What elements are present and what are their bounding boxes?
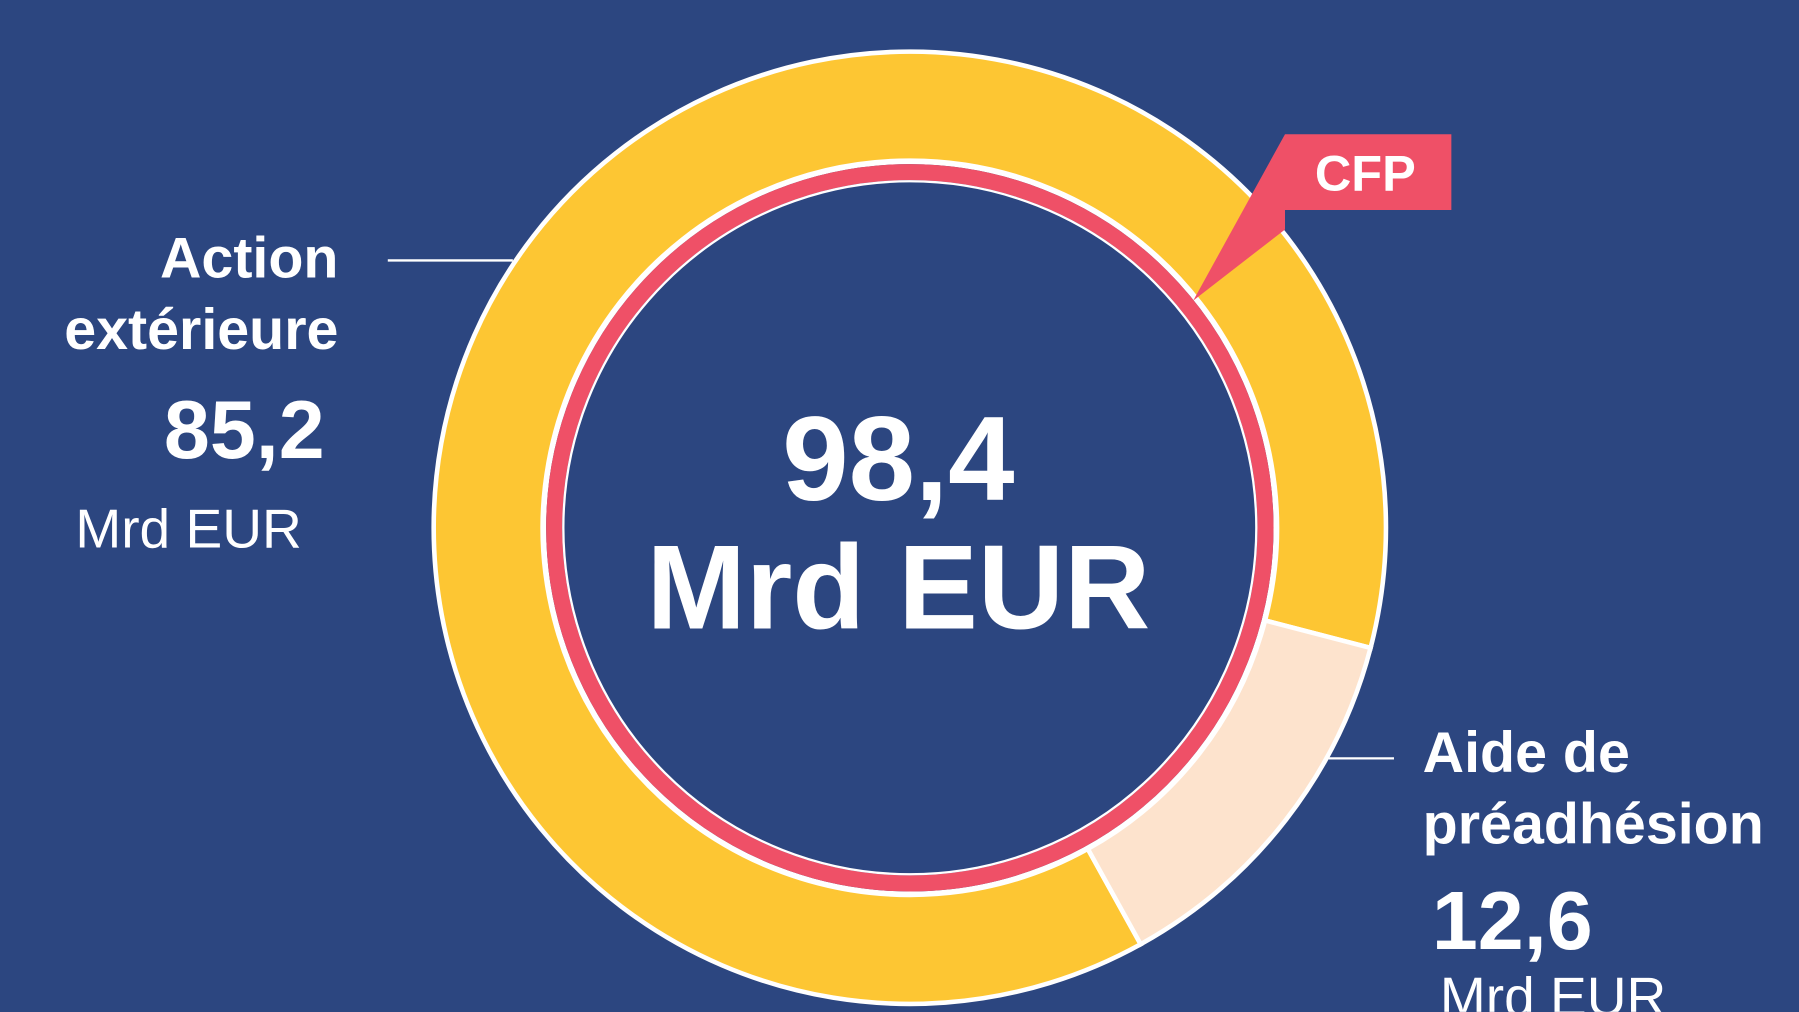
total-label: 98,4 [782,393,1015,527]
inner-border [541,159,1279,897]
total-unit: Mrd EUR [646,522,1151,656]
callout-label: CFP [1315,144,1416,201]
unit-label: Mrd EUR [1439,967,1667,1012]
cfp-ring-edge [562,180,1258,876]
cfp-ring [546,164,1274,892]
value-label: 12,6 [1431,875,1593,968]
unit-label: Mrd EUR [75,499,302,560]
category-label: Action extérieure [64,226,339,362]
value-label: 85,2 [163,384,325,477]
callout-box [1193,134,1452,301]
category-label: Aide de préadhésion [1422,720,1764,856]
